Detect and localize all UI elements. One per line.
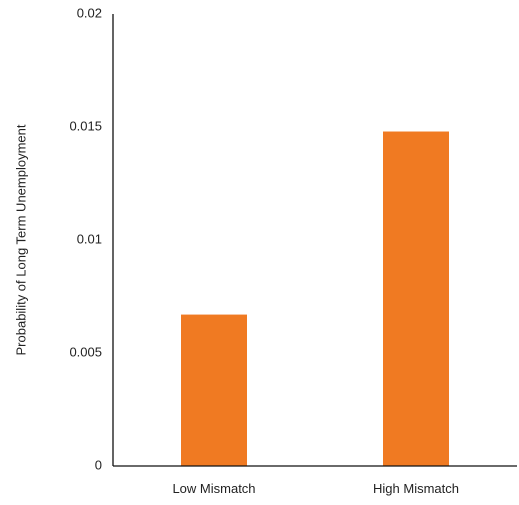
bar-high-mismatch [383, 131, 449, 466]
x-category-label: Low Mismatch [172, 481, 255, 496]
bar-low-mismatch [181, 314, 247, 466]
category-labels: Low Mismatch High Mismatch [172, 481, 459, 496]
y-axis-label: Probability of Long Term Unemployment [13, 124, 28, 355]
x-category-label: High Mismatch [373, 481, 459, 496]
y-tick-label: 0 [95, 457, 102, 472]
y-tick-labels: 0 0.005 0.01 0.015 0.02 [69, 5, 102, 472]
bars [181, 131, 449, 466]
y-tick-label: 0.01 [77, 231, 102, 246]
y-tick-label: 0.02 [77, 5, 102, 20]
y-axis-title-group: Probability of Long Term Unemployment [13, 124, 28, 355]
y-tick-label: 0.005 [69, 344, 102, 359]
y-tick-label: 0.015 [69, 118, 102, 133]
